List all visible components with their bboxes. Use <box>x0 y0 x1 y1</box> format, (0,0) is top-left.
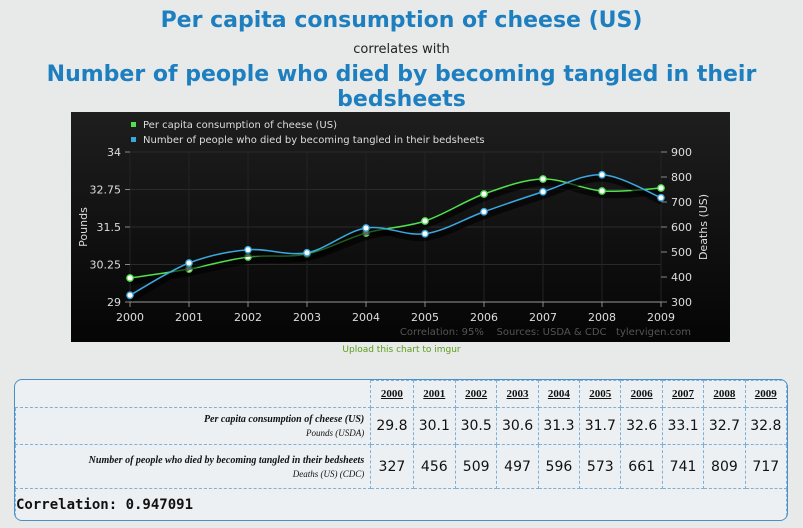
data-point-bedsheets <box>421 229 429 238</box>
year-header-2005: 2005 <box>579 380 622 408</box>
table-header-row: 2000 2001 2002 2003 2004 2005 2006 2007 2008 2009 <box>15 380 787 408</box>
x-tick-label: 2008 <box>588 311 616 324</box>
data-point-cheese <box>598 187 606 195</box>
year-header-2001: 2001 <box>412 380 456 408</box>
data-point-bedsheets <box>185 259 193 267</box>
table-cell: 33.1 <box>661 407 705 445</box>
table-corner-cell <box>15 380 372 408</box>
table-cell: 741 <box>661 444 705 489</box>
data-point-cheese <box>421 217 429 225</box>
row-unit: Pounds (USDA) <box>305 428 365 438</box>
table-cell: 31.7 <box>579 407 622 445</box>
table-cell: 30.6 <box>496 407 539 445</box>
table-cell: 717 <box>744 444 787 489</box>
year-header-2009: 2009 <box>744 380 787 408</box>
x-tick-label: 2000 <box>116 311 144 324</box>
year-header-2006: 2006 <box>620 380 663 408</box>
x-tick-label: 2002 <box>234 311 262 324</box>
table-cell: 31.3 <box>537 407 581 445</box>
x-tick-label: 2003 <box>293 311 321 324</box>
correlates-with-text: correlates with <box>353 42 450 57</box>
data-point-bedsheets <box>303 248 311 257</box>
series-line-bedsheets <box>129 173 662 296</box>
x-tick-label: 2009 <box>647 311 675 324</box>
data-point-bedsheets <box>244 245 252 254</box>
x-tick-label: 2004 <box>352 311 380 324</box>
row-label-cell: Per capita consumption of cheese (US) Po… <box>15 407 372 445</box>
data-point-bedsheets <box>362 224 370 232</box>
table-cell: 497 <box>496 444 539 489</box>
y-right-tick-label: 400 <box>671 271 692 284</box>
y-left-tick-label: 34 <box>107 146 121 159</box>
table-cell: 32.6 <box>620 407 663 445</box>
table-cell: 596 <box>537 444 581 489</box>
data-point-cheese <box>539 175 547 183</box>
data-point-bedsheets <box>480 207 488 216</box>
legend-label: Number of people who died by becoming ta… <box>143 135 485 146</box>
row-unit: Deaths (US) (CDC) <box>292 468 365 479</box>
table-cell: 32.8 <box>744 407 787 445</box>
data-point-cheese <box>480 190 488 198</box>
x-tick-label: 2005 <box>411 311 439 324</box>
table-row: Per capita consumption of cheese (US) Po… <box>15 407 787 445</box>
x-tick-label: 2007 <box>529 311 557 324</box>
y-right-tick-label: 600 <box>671 221 692 234</box>
table-cell: 809 <box>703 444 746 489</box>
row-label: Number of people who died by becoming ta… <box>88 454 365 466</box>
correlation-row: Correlation: 0.947091 <box>15 488 787 520</box>
y-left-tick-label: 31.5 <box>97 221 122 234</box>
data-point-cheese <box>657 184 665 192</box>
table-cell: 32.7 <box>703 407 746 445</box>
year-header-2008: 2008 <box>703 380 746 408</box>
y-right-tick-label: 300 <box>671 296 692 309</box>
table-cell: 573 <box>579 444 622 489</box>
data-point-bedsheets <box>598 170 606 179</box>
row-label-cell: Number of people who died by becoming ta… <box>15 444 372 489</box>
table-cell: 29.8 <box>370 407 414 445</box>
y-left-tick-label: 30.25 <box>90 259 122 272</box>
table-cell: 30.5 <box>454 407 498 445</box>
legend-marker <box>131 122 136 127</box>
table-cell: 661 <box>620 444 663 489</box>
year-header-2003: 2003 <box>496 380 539 408</box>
x-tick-label: 2001 <box>175 311 203 324</box>
table-cell: 30.1 <box>412 407 456 445</box>
chart-title-a: Per capita consumption of cheese (US) <box>160 8 643 33</box>
chart-title-b: Number of people who died by becoming ta… <box>46 62 757 112</box>
year-header-2007: 2007 <box>661 380 705 408</box>
y-left-axis-title: Pounds <box>77 207 90 247</box>
x-tick-label: 2006 <box>470 311 498 324</box>
table-cell: 327 <box>370 444 414 489</box>
year-header-2000: 2000 <box>370 380 414 408</box>
y-right-axis-title: Deaths (US) <box>697 194 710 260</box>
y-left-tick-label: 29 <box>107 296 121 309</box>
line-chart: 29 30.25 31.5 32.75 34 2000 2001 2002 2003 2004 20… <box>71 112 730 342</box>
data-point-bedsheets <box>126 291 134 300</box>
series-shadow <box>129 175 664 302</box>
year-header-2004: 2004 <box>537 380 581 408</box>
year-header-2002: 2002 <box>454 380 498 408</box>
chart-footer: Correlation: 95% Sources: USDA & CDC tyl… <box>400 327 691 338</box>
y-right-tick-label: 700 <box>671 196 692 209</box>
y-right-tick-label: 900 <box>671 146 692 159</box>
y-left-tick-label: 32.75 <box>90 184 122 197</box>
y-right-tick-label: 500 <box>671 246 692 259</box>
data-table: 2000 2001 2002 2003 2004 2005 2006 2007 2008 2009… <box>14 379 788 521</box>
table-cell: 509 <box>454 444 498 489</box>
y-right-tick-label: 800 <box>671 171 692 184</box>
row-label: Per capita consumption of cheese (US) <box>203 414 365 425</box>
legend-marker <box>131 137 136 142</box>
table-row: Number of people who died by becoming ta… <box>15 444 787 489</box>
chart-area: 29 30.25 31.5 32.75 34 2000 2001 2002 2003 2004 20… <box>71 112 730 342</box>
table-cell: 456 <box>412 444 456 489</box>
correlation-value: Correlation: 0.947091 <box>15 488 787 520</box>
data-point-bedsheets <box>539 187 547 196</box>
upload-chart-link[interactable]: Upload this chart to imgur <box>342 345 461 355</box>
legend-label: Per capita consumption of cheese (US) <box>143 120 337 131</box>
data-point-bedsheets <box>657 193 665 202</box>
data-point-cheese <box>126 274 134 282</box>
